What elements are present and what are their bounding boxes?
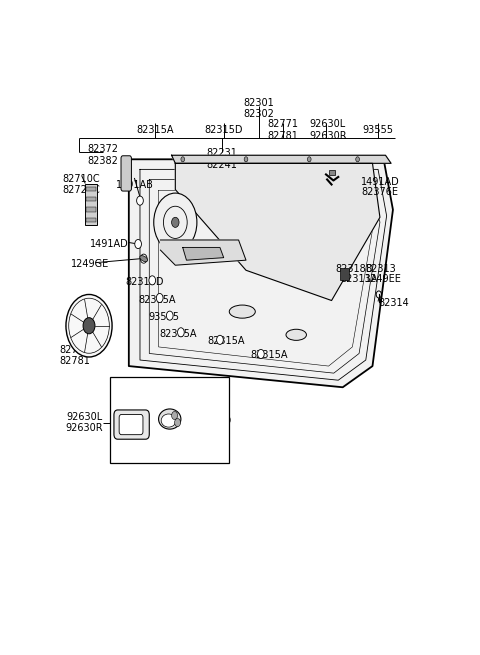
Ellipse shape: [158, 409, 181, 429]
Ellipse shape: [286, 329, 306, 341]
FancyBboxPatch shape: [121, 156, 132, 191]
Circle shape: [83, 318, 95, 334]
Ellipse shape: [140, 255, 147, 262]
Text: 82315A: 82315A: [136, 125, 174, 135]
Bar: [329, 170, 335, 176]
Circle shape: [66, 295, 112, 357]
Text: 92630L
92630R: 92630L 92630R: [309, 119, 347, 141]
Text: 82313A: 82313A: [341, 274, 378, 284]
Circle shape: [172, 217, 179, 227]
Circle shape: [154, 193, 197, 252]
Text: 93555: 93555: [148, 312, 180, 322]
Bar: [86, 218, 96, 222]
Text: 82771
82781: 82771 82781: [268, 119, 299, 141]
Text: 82315D: 82315D: [204, 125, 243, 135]
Text: 82315A: 82315A: [138, 295, 176, 305]
Text: 82372
82382: 82372 82382: [87, 145, 118, 166]
Text: 82301
82302: 82301 82302: [243, 98, 275, 119]
Bar: [340, 269, 349, 280]
Polygon shape: [183, 248, 224, 260]
Circle shape: [307, 157, 311, 162]
Circle shape: [178, 328, 184, 337]
Text: 82315A: 82315A: [160, 329, 197, 339]
Text: 1491AD: 1491AD: [361, 177, 400, 187]
FancyBboxPatch shape: [114, 410, 149, 440]
Text: 82231
82241: 82231 82241: [206, 149, 237, 170]
Bar: [86, 208, 96, 212]
Text: 1491AB: 1491AB: [116, 179, 153, 189]
Text: 92631L
92631R: 92631L 92631R: [156, 442, 194, 464]
Circle shape: [167, 311, 173, 320]
Ellipse shape: [229, 305, 255, 318]
Circle shape: [140, 254, 147, 263]
Circle shape: [244, 157, 248, 162]
Circle shape: [356, 157, 360, 162]
Circle shape: [149, 276, 156, 285]
Text: 82376E: 82376E: [361, 187, 398, 197]
Circle shape: [137, 196, 144, 205]
Text: 1491AD: 1491AD: [90, 239, 129, 249]
Polygon shape: [172, 155, 391, 163]
Text: 1249GE: 1249GE: [71, 259, 109, 269]
Circle shape: [135, 240, 142, 248]
Circle shape: [216, 335, 223, 345]
Polygon shape: [175, 163, 380, 301]
Circle shape: [172, 411, 178, 420]
Text: 82315D: 82315D: [125, 277, 164, 287]
Bar: [86, 187, 96, 191]
Bar: [110, 377, 229, 463]
Circle shape: [175, 419, 180, 426]
FancyBboxPatch shape: [119, 415, 143, 435]
Circle shape: [181, 157, 185, 162]
Text: 82315A: 82315A: [207, 336, 244, 346]
Text: 18643D: 18643D: [194, 415, 232, 426]
Text: 92630L
92630R: 92630L 92630R: [65, 412, 103, 434]
Circle shape: [258, 349, 264, 358]
Text: 82318D: 82318D: [335, 264, 373, 274]
Bar: [85, 183, 97, 225]
Circle shape: [156, 293, 163, 303]
Ellipse shape: [161, 414, 176, 427]
Text: 92632R
92632L: 92632R 92632L: [156, 381, 194, 403]
Text: 1249EE: 1249EE: [365, 274, 402, 284]
Bar: [86, 197, 96, 202]
Text: 93555: 93555: [362, 125, 394, 135]
Polygon shape: [160, 240, 246, 265]
Text: 82315A: 82315A: [251, 350, 288, 360]
Text: 82313: 82313: [365, 264, 396, 274]
Text: 82314: 82314: [378, 298, 409, 308]
Text: 82710C
82720C: 82710C 82720C: [63, 174, 100, 195]
Text: 82771
82781: 82771 82781: [60, 345, 90, 367]
Polygon shape: [129, 159, 393, 387]
